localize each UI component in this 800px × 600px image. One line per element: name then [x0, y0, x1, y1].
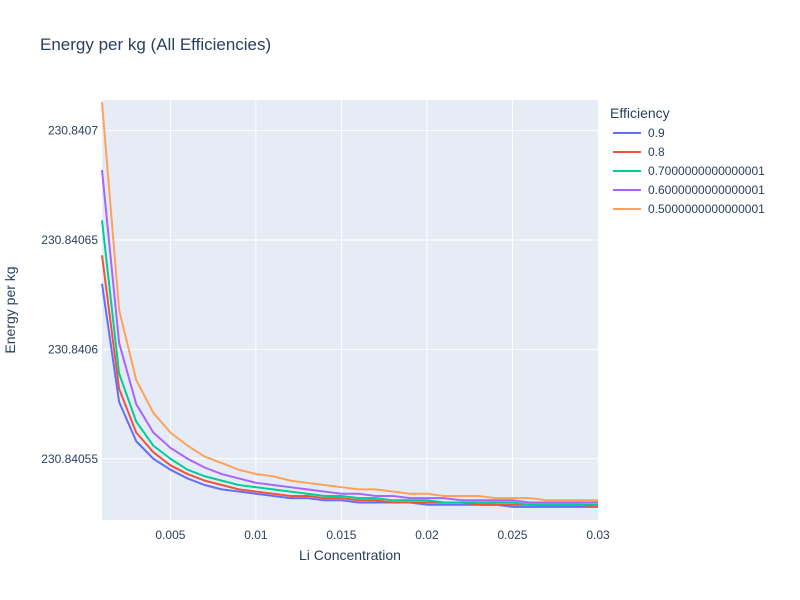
legend-item[interactable]: 0.7000000000000001 — [613, 164, 765, 178]
y-tick-label: 230.8406 — [48, 342, 98, 356]
y-tick-label: 230.84065 — [41, 233, 98, 247]
legend-label: 0.8 — [648, 145, 665, 159]
y-tick-label: 230.84055 — [41, 452, 98, 466]
y-tick-labels: 230.84055 230.8406 230.84065 230.8407 — [41, 124, 98, 466]
legend-items[interactable]: 0.9 0.8 0.7000000000000001 0.60000000000000… — [613, 126, 765, 216]
legend-label: 0.5000000000000001 — [648, 202, 765, 216]
legend-label: 0.6000000000000001 — [648, 183, 765, 197]
legend[interactable]: Efficiency 0.9 0.8 0.7000000000000001 0.600… — [610, 105, 765, 216]
legend-item[interactable]: 0.6000000000000001 — [613, 183, 765, 197]
series-lines — [101, 102, 599, 508]
legend-label: 0.9 — [648, 126, 665, 140]
series-line-1 — [101, 255, 599, 508]
legend-item[interactable]: 0.5000000000000001 — [613, 202, 765, 216]
x-tick-label: 0.005 — [155, 528, 185, 542]
x-tick-labels: 0.005 0.01 0.015 0.02 0.025 0.03 — [155, 528, 610, 542]
legend-title: Efficiency — [610, 105, 670, 121]
legend-item[interactable]: 0.9 — [613, 126, 665, 140]
y-axis-label: Energy per kg — [2, 266, 18, 353]
series-line-0 — [101, 283, 598, 508]
series-line-2 — [101, 220, 598, 506]
x-tick-label: 0.02 — [415, 528, 439, 542]
chart-title: Energy per kg (All Efficiencies) — [40, 35, 271, 54]
series-line-4 — [101, 102, 598, 502]
plot-area — [102, 100, 598, 520]
legend-label: 0.7000000000000001 — [648, 164, 765, 178]
x-tick-label: 0.015 — [326, 528, 356, 542]
x-axis-label: Li Concentration — [299, 547, 401, 563]
x-tick-label: 0.03 — [586, 528, 610, 542]
y-tick-label: 230.8407 — [48, 124, 98, 138]
grid-lines — [102, 100, 598, 520]
series-line-3 — [101, 169, 598, 504]
x-tick-label: 0.025 — [497, 528, 527, 542]
x-tick-label: 0.01 — [244, 528, 268, 542]
legend-item[interactable]: 0.8 — [613, 145, 665, 159]
